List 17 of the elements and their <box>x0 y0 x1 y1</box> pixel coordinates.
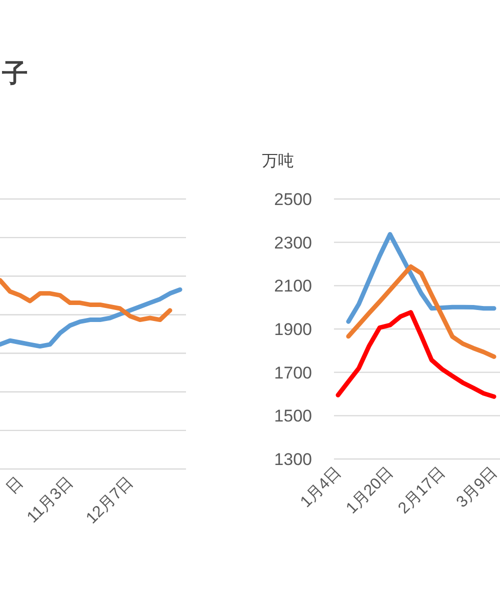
x-tick-label: 12月7日 <box>83 474 137 528</box>
y-tick-label: 2300 <box>274 233 312 252</box>
chart-title: 子 <box>1 58 28 88</box>
x-tick-label: 3月9日 <box>454 464 500 512</box>
x-tick-label: 11月3日 <box>24 474 77 526</box>
y-tick-label: 2500 <box>274 190 312 209</box>
y-tick-label: 1900 <box>274 320 312 339</box>
x-tick-label: 1月20日 <box>343 464 397 518</box>
x-tick-label: 2月17日 <box>395 464 449 518</box>
y-tick-label: 1500 <box>274 406 312 426</box>
x-tick-label: 日 <box>3 474 27 498</box>
line-series <box>346 232 496 324</box>
line-series <box>336 310 496 399</box>
y-tick-label: 2100 <box>274 276 312 296</box>
y-tick-label: 1700 <box>274 363 312 382</box>
y-axis-title: 万吨 <box>262 152 294 170</box>
line-series <box>346 264 496 359</box>
